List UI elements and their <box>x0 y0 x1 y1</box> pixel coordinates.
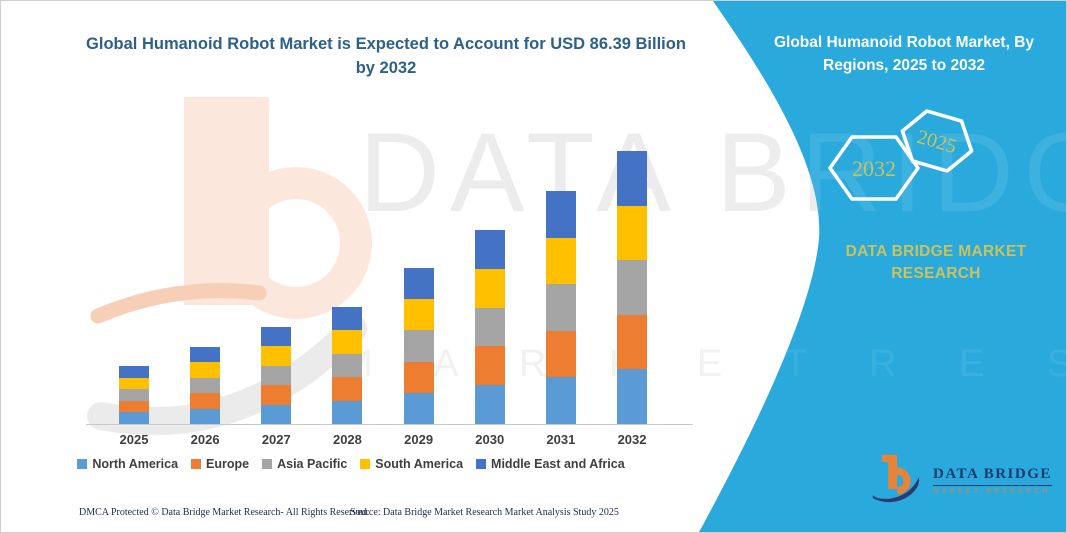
legend-label: South America <box>375 457 464 471</box>
bar-segment-2030-south-america <box>474 268 505 308</box>
hexagon-2025-outline <box>900 109 974 173</box>
legend-label: North America <box>92 457 179 471</box>
bar-segment-2029-south-america <box>403 299 434 331</box>
panel-title-line1: Global Humanoid Robot Market, By <box>773 34 1035 51</box>
bar-2032 <box>617 141 648 424</box>
x-tick-2030: 2030 <box>475 432 505 447</box>
page-title-line2: by 2032 <box>355 58 417 77</box>
x-tick-2027: 2027 <box>261 432 291 447</box>
bar-segment-2030-middle-east-and-africa <box>474 230 505 269</box>
company-logo-subtitle: MARKET RESEARCH <box>933 487 1051 495</box>
legend-label: Middle East and Africa <box>491 457 625 471</box>
source-note: Source: Data Bridge Market Research Mark… <box>350 507 619 518</box>
panel-brand-text: DATA BRIDGE MARKET RESEARCH <box>816 241 1056 286</box>
bar-2030 <box>474 141 505 424</box>
bar-segment-2032-asia-pacific <box>617 260 648 315</box>
x-tick-2032: 2032 <box>617 432 647 447</box>
chart-legend: North America Europe Asia Pacific South Ame… <box>1 457 701 471</box>
bar-segment-2031-middle-east-and-africa <box>545 191 576 238</box>
bar-segment-2030-north-america <box>474 385 505 424</box>
x-tick-2028: 2028 <box>332 432 362 447</box>
x-tick-2031: 2031 <box>546 432 576 447</box>
x-tick-2029: 2029 <box>404 432 434 447</box>
panel-brand-line1: DATA BRIDGE MARKET <box>845 243 1027 260</box>
bar-segment-2031-asia-pacific <box>545 284 576 331</box>
page-title-line1: Global Humanoid Robot Market is Expected… <box>86 35 686 53</box>
company-logo-name: DATA BRIDGE <box>933 466 1052 486</box>
logo-b-stem <box>888 454 898 489</box>
bar-segment-2031-south-america <box>545 237 576 285</box>
bar-segment-2030-asia-pacific <box>474 307 505 347</box>
bar-2031 <box>545 141 576 424</box>
legend-item-north-america: North America <box>77 457 178 471</box>
company-logo: DATA BRIDGE MARKET RESEARCH <box>871 451 1052 509</box>
company-logo-text: DATA BRIDGE MARKET RESEARCH <box>933 466 1052 495</box>
bar-2029 <box>403 141 434 424</box>
hexagon-2032-label: 2032 <box>852 156 896 181</box>
panel-title: Global Humanoid Robot Market, By Regions… <box>749 31 1059 78</box>
bar-segment-2032-europe <box>617 314 648 370</box>
teal-panel-shape <box>699 1 1066 532</box>
bar-segment-2032-south-america <box>617 205 648 261</box>
page-title: Global Humanoid Robot Market is Expected… <box>41 33 731 81</box>
bar-segment-2032-middle-east-and-africa <box>617 151 648 206</box>
legend-swatch-asia-pacific <box>262 459 273 469</box>
bar-segment-2030-europe <box>474 346 505 386</box>
hexagon-2032-outline <box>828 135 920 201</box>
hexagon-2032: 2032 <box>828 135 920 201</box>
x-tick-2026: 2026 <box>190 432 220 447</box>
legend-label: Asia Pacific <box>277 457 348 471</box>
legend-swatch-north-america <box>77 459 88 469</box>
logo-d-swoosh <box>872 477 920 503</box>
bar-segment-2029-middle-east-and-africa <box>403 268 434 300</box>
dmca-notice: DMCA Protected © Data Bridge Market Rese… <box>79 507 370 518</box>
legend-swatch-europe <box>191 459 202 469</box>
logo-b-bowl <box>896 467 911 495</box>
legend-item-south-america: South America <box>360 457 463 471</box>
x-axis-line <box>86 424 693 425</box>
year-hexagons: 2032 2025 <box>828 109 974 201</box>
bar-segment-2031-europe <box>545 330 576 378</box>
bar-segment-2032-north-america <box>617 369 648 424</box>
legend-item-europe: Europe <box>191 457 249 471</box>
legend-item-middle-east-and-africa: Middle East and Africa <box>476 457 625 471</box>
bar-segment-2031-north-america <box>545 377 576 424</box>
x-tick-2025: 2025 <box>119 432 149 447</box>
panel-brand-line2: RESEARCH <box>891 265 981 283</box>
panel-title-line2: Regions, 2025 to 2032 <box>823 57 985 75</box>
legend-swatch-middle-east-and-africa <box>476 459 487 469</box>
legend-item-asia-pacific: Asia Pacific <box>262 457 347 471</box>
bar-segment-2029-europe <box>403 361 434 393</box>
company-logo-icon <box>872 454 920 503</box>
bar-segment-2029-north-america <box>403 392 434 424</box>
legend-swatch-south-america <box>360 459 371 469</box>
hexagon-2025-label: 2025 <box>914 126 959 158</box>
hexagon-2025: 2025 <box>900 109 974 173</box>
legend-label: Europe <box>206 457 250 471</box>
bar-segment-2029-asia-pacific <box>403 330 434 362</box>
